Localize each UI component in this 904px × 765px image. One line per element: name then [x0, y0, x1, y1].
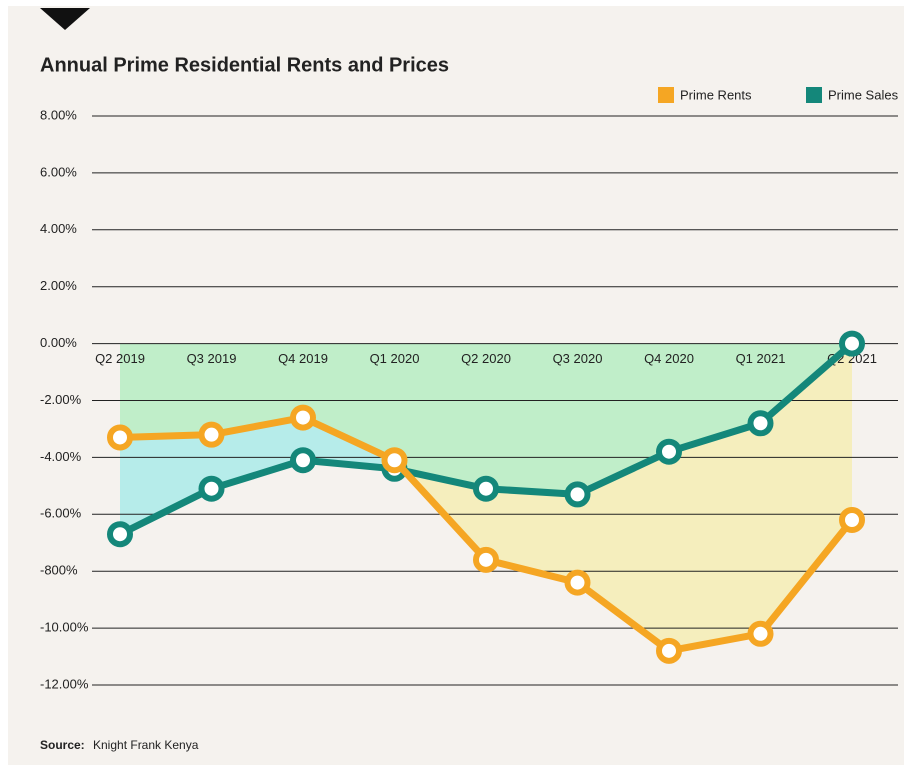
y-tick-label: -12.00%	[40, 676, 89, 691]
point-marker	[839, 330, 865, 357]
y-tick-label: -800%	[40, 563, 78, 578]
legend-swatch	[658, 87, 674, 103]
point-marker	[381, 447, 408, 474]
x-tick-label: Q1 2020	[370, 351, 420, 366]
chart-title: Annual Prime Residential Rents and Price…	[40, 54, 449, 76]
y-tick-label: 0.00%	[40, 335, 77, 350]
y-tick-label: -10.00%	[40, 620, 89, 635]
point-marker	[473, 546, 499, 573]
point-marker	[290, 404, 316, 431]
point-marker	[290, 447, 316, 474]
point-marker	[564, 569, 591, 596]
point-marker	[839, 506, 865, 533]
point-marker	[656, 637, 682, 664]
y-tick-label: -6.00%	[40, 506, 82, 521]
point-marker	[107, 521, 133, 548]
y-tick-label: 8.00%	[40, 107, 77, 122]
legend-label: Prime Rents	[680, 87, 752, 102]
source: Knight Frank Kenya	[93, 738, 199, 752]
y-tick-label: -4.00%	[40, 449, 82, 464]
x-tick-label: Q4 2020	[644, 351, 694, 366]
y-tick-label: -2.00%	[40, 392, 82, 407]
y-tick-label: 4.00%	[40, 221, 77, 236]
point-marker	[198, 475, 225, 502]
area-overlap	[120, 343, 852, 535]
x-tick-label: Q3 2019	[187, 351, 237, 366]
point-marker	[656, 438, 682, 465]
point-marker	[198, 421, 225, 448]
y-tick-label: 2.00%	[40, 278, 77, 293]
point-marker	[473, 475, 499, 502]
point-marker	[107, 424, 133, 451]
corner-marker	[40, 8, 90, 30]
x-tick-label: Q2 2020	[461, 351, 511, 366]
y-tick-label: 6.00%	[40, 164, 77, 179]
x-tick-label: Q3 2020	[553, 351, 603, 366]
point-marker	[747, 410, 774, 437]
x-tick-label: Q2 2019	[95, 351, 145, 366]
x-tick-label: Q1 2021	[736, 351, 786, 366]
x-tick-label: Q4 2019	[278, 351, 328, 366]
legend-label: Prime Sales	[828, 87, 899, 102]
legend-swatch	[806, 87, 822, 103]
point-marker	[564, 481, 591, 508]
source-label: Source:	[40, 738, 85, 752]
point-marker	[747, 620, 774, 647]
